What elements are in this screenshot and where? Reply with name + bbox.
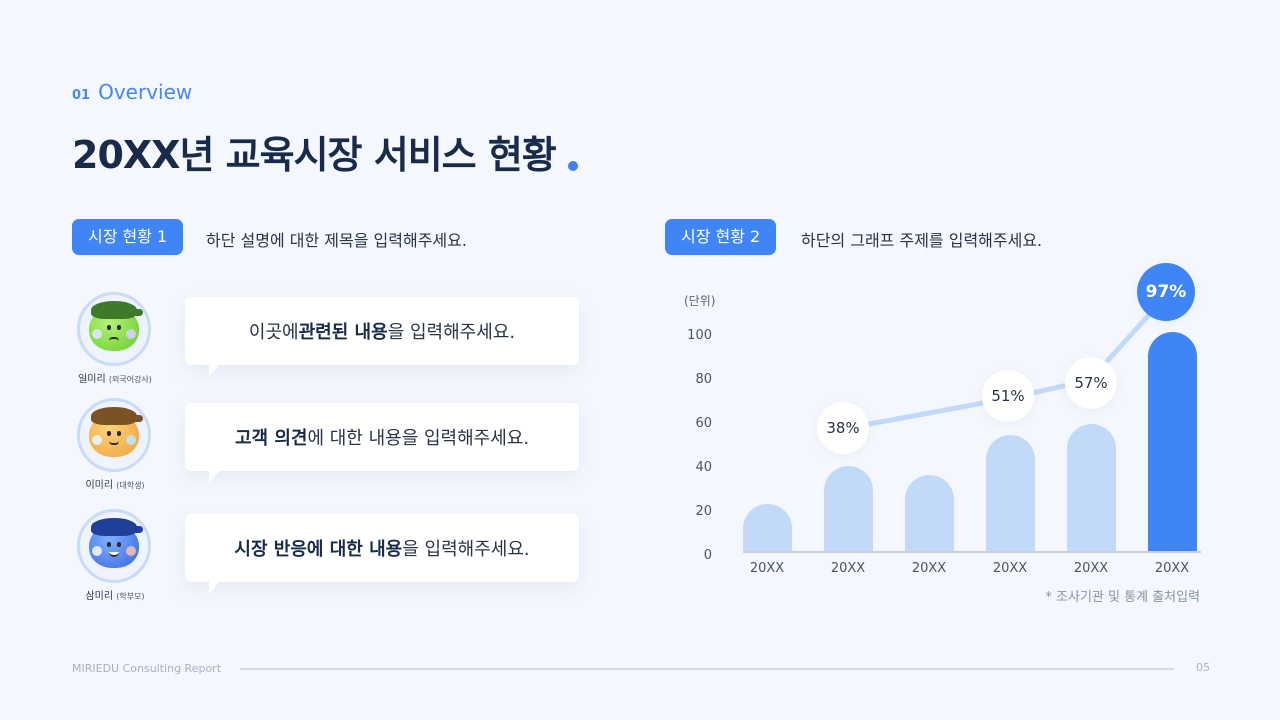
bar (1067, 424, 1116, 552)
x-tick: 20XX (1073, 561, 1109, 576)
avatar (77, 292, 151, 366)
page-number: 05 (1196, 661, 1210, 674)
section-label: 01 Overview (72, 80, 192, 104)
speech-bubble: 이곳에 관련된 내용 을 입력해주세요. (185, 297, 579, 377)
x-tick: 20XX (911, 561, 947, 576)
green-character-icon (89, 301, 143, 351)
persona-row: 삼미리 (학부모) 시장 반응에 대한 내용 을 입력해주세요. (70, 509, 590, 619)
y-tick: 80 (695, 372, 712, 387)
persona-row: 이미리 (대학생) 고객 의견 에 대한 내용을 입력해주세요. (70, 398, 590, 508)
bar-chart: (단위) 100 80 60 40 20 0 20XX 20XX 20XX 20… (670, 263, 1230, 610)
avatar (77, 509, 151, 583)
bar (824, 466, 873, 552)
market-status-2-description: 하단의 그래프 주제를 입력해주세요. (801, 231, 1043, 250)
persona-row: 일미리 (외국어강사) 이곳에 관련된 내용 을 입력해주세요. (70, 292, 590, 402)
source-note: * 조사기관 및 통계 출처입력 (1045, 590, 1200, 605)
highlight-percentage-bubble: 97% (1137, 263, 1195, 321)
speech-bubble: 고객 의견 에 대한 내용을 입력해주세요. (185, 403, 579, 483)
page-title-text: 20XX년 교육시장 서비스 현황 (72, 133, 557, 177)
unit-label: (단위) (684, 294, 716, 308)
market-status-1-badge: 시장 현황 1 (72, 219, 184, 255)
bar (743, 503, 792, 552)
section-number: 01 (72, 88, 91, 103)
percentage-bubble: 51% (982, 370, 1034, 422)
speech-bubble: 시장 반응에 대한 내용 을 입력해주세요. (185, 514, 579, 594)
persona-name: 이미리 (대학생) (85, 480, 145, 491)
footer-brand: MIRIEDU Consulting Report (72, 662, 222, 675)
persona-name: 일미리 (외국어강사) (78, 374, 152, 385)
market-status-2-badge: 시장 현황 2 (665, 219, 777, 255)
blue-character-icon (89, 518, 143, 568)
x-axis (743, 551, 1201, 553)
bar (905, 475, 954, 552)
persona-name: 삼미리 (학부모) (85, 591, 145, 602)
avatar (77, 398, 151, 472)
trend-line (845, 291, 1171, 431)
footer-divider (240, 668, 1174, 670)
section-title: Overview (98, 80, 193, 104)
y-tick: 100 (687, 328, 712, 343)
orange-character-icon (89, 407, 143, 457)
y-tick: 60 (695, 416, 712, 431)
x-tick: 20XX (992, 561, 1028, 576)
y-tick: 40 (695, 460, 712, 475)
x-tick: 20XX (1154, 561, 1190, 576)
y-tick: 0 (703, 548, 712, 563)
bar (1148, 332, 1197, 552)
page-title: 20XX년 교육시장 서비스 현황 (72, 124, 578, 179)
market-status-1-description: 하단 설명에 대한 제목을 입력해주세요. (206, 231, 467, 250)
x-tick: 20XX (749, 561, 785, 576)
title-dot-icon (567, 161, 578, 171)
x-tick: 20XX (830, 561, 866, 576)
percentage-bubble: 57% (1065, 357, 1117, 409)
bar (986, 435, 1035, 552)
percentage-bubble: 38% (817, 402, 869, 454)
y-tick: 20 (695, 504, 712, 519)
